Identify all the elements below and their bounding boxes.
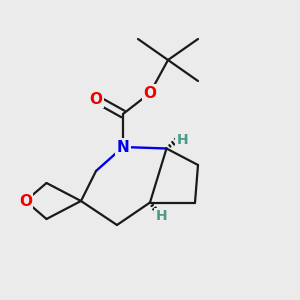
Text: O: O bbox=[89, 92, 103, 106]
Text: H: H bbox=[176, 133, 188, 147]
Text: O: O bbox=[143, 85, 157, 100]
Text: N: N bbox=[117, 140, 129, 154]
Text: H: H bbox=[156, 209, 167, 223]
Text: O: O bbox=[19, 194, 32, 208]
